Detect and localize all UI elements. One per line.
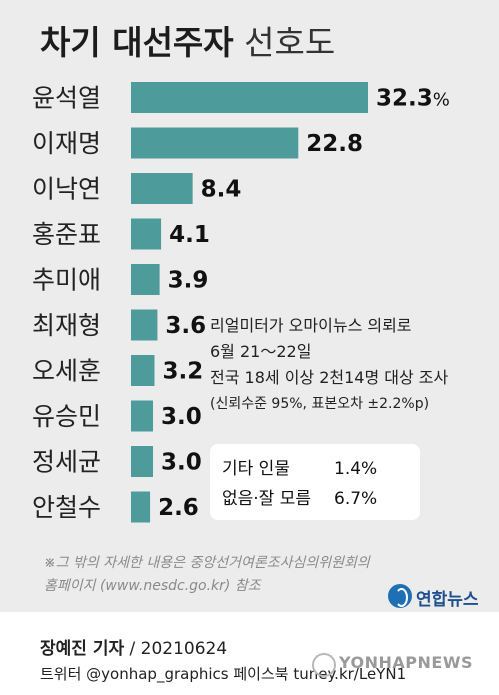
bar	[131, 127, 299, 159]
value-suffix: %	[433, 90, 450, 111]
others-box: 기타 인물 1.4% 없음·잘 모름 6.7%	[210, 444, 420, 520]
bar	[131, 355, 155, 386]
value-label: 2.6	[158, 495, 199, 521]
credit-line: 장예진 기자 / 20210624	[40, 634, 227, 659]
survey-info: 리얼미터가 오마이뉴스 의뢰로 6월 21～22일 전국 18세 이상 2천14…	[210, 313, 448, 417]
category-label: 안철수	[32, 493, 101, 522]
category-label: 추미애	[32, 266, 101, 295]
category-label: 이낙연	[32, 175, 101, 204]
category-label: 최재형	[32, 311, 101, 340]
bar	[131, 400, 154, 432]
category-label: 이재명	[32, 129, 101, 158]
chart-title-main: 차기 대선주자	[40, 23, 234, 62]
others-value: 1.4%	[334, 459, 378, 479]
category-label: 홍준표	[32, 220, 101, 249]
survey-line-3: 전국 18세 이상 2천14명 대상 조사	[210, 368, 449, 387]
chart-title-sub: 선호도	[244, 23, 336, 62]
yonhap-logo-icon	[388, 584, 412, 608]
chart-panel: 차기 대선주자 선호도 윤석열 32.3% 이재명 22.8 이낙연 8.4 홍준표 4.1 추…	[0, 0, 499, 612]
credit-date: / 20210624	[124, 639, 228, 659]
category-label: 오세훈	[32, 357, 101, 386]
survey-line-4: (신뢰수준 95%, 표본오차 ±2.2%p)	[210, 396, 430, 412]
value-label: 3.2	[162, 359, 203, 385]
others-row: 없음·잘 모름 6.7%	[222, 484, 377, 509]
value-label: 8.4	[201, 177, 242, 203]
bar-chart: 윤석열 32.3% 이재명 22.8 이낙연 8.4 홍준표 4.1 추미애 3.9 최재형 3.6 오…	[32, 82, 450, 523]
bar	[131, 218, 162, 250]
others-row: 기타 인물 1.4%	[222, 454, 377, 479]
bar	[131, 491, 151, 523]
bar	[131, 82, 368, 113]
brand-name: 연합뉴스	[416, 590, 479, 610]
value-label: 3.0	[161, 450, 202, 476]
category-label: 윤석열	[32, 84, 101, 113]
value-label: 22.8	[306, 131, 363, 157]
bar	[131, 446, 154, 477]
watermark-text: YONHAPNEWS	[339, 653, 473, 672]
value-label: 3.0	[161, 404, 202, 430]
others-value: 6.7%	[334, 489, 378, 509]
category-label: 정세균	[32, 448, 101, 477]
value-label: 3.9	[168, 268, 209, 294]
bar	[131, 173, 193, 204]
chart-title: 차기 대선주자 선호도	[40, 16, 335, 64]
value-label: 32.3%	[376, 86, 450, 112]
bar	[131, 309, 158, 341]
others-label: 기타 인물	[222, 459, 290, 479]
survey-line-2: 6월 21～22일	[210, 342, 312, 361]
bar	[131, 264, 160, 295]
others-label: 없음·잘 모름	[222, 489, 312, 509]
value-label: 4.1	[169, 222, 210, 248]
category-label: 유승민	[32, 402, 101, 431]
watermark-logo-icon	[312, 653, 336, 677]
value-label: 3.6	[165, 313, 206, 339]
footnote-line-2: 홈페이지 (www.nesdc.go.kr) 참조	[44, 578, 261, 594]
footnote: ※그 밖의 자세한 내용은 중앙선거여론조사심의위원회의 홈페이지 (www.n…	[44, 552, 370, 598]
footnote-line-1: ※그 밖의 자세한 내용은 중앙선거여론조사심의위원회의	[44, 555, 370, 571]
credit-author: 장예진 기자	[40, 639, 125, 659]
survey-line-1: 리얼미터가 오마이뉴스 의뢰로	[210, 316, 412, 335]
